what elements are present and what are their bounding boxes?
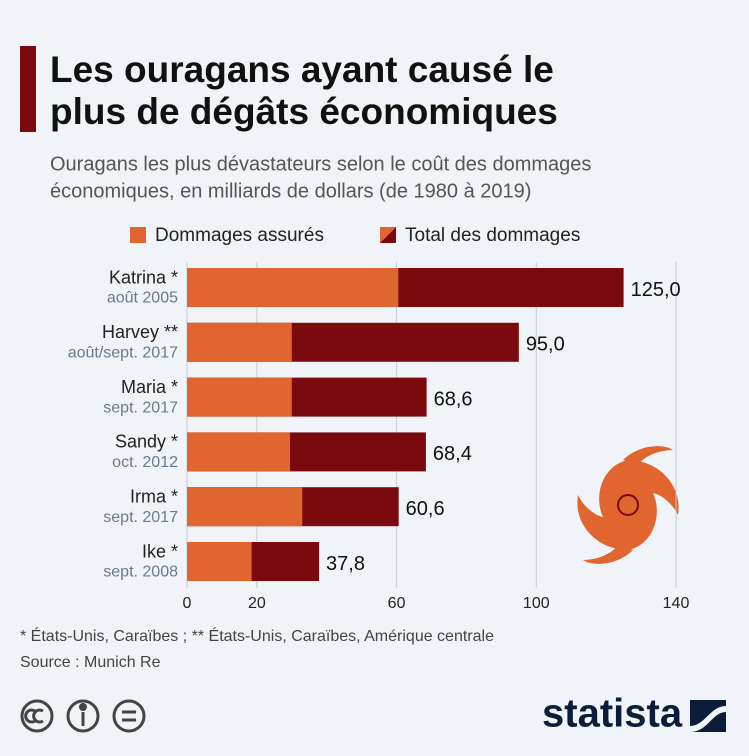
value-label: 68,4	[433, 443, 472, 465]
legend-swatch	[130, 227, 146, 243]
category-label: Irma *	[130, 486, 178, 506]
brand: statista	[542, 692, 683, 736]
x-tick-label: 140	[663, 595, 690, 612]
value-label: 95,0	[526, 334, 565, 356]
value-label: 125,0	[631, 279, 681, 301]
category-sublabel: sept. 2008	[103, 564, 178, 581]
bar	[187, 322, 292, 362]
chart-subtitle: Ouragans les plus dévastateurs selon le …	[50, 153, 591, 175]
chart-subtitle: économiques, en milliards de dollars (de…	[50, 180, 531, 202]
category-label: Katrina *	[109, 267, 178, 287]
title-accent	[20, 46, 36, 132]
category-sublabel: sept. 2017	[103, 399, 178, 416]
value-label: 68,6	[434, 388, 473, 410]
value-label: 37,8	[326, 553, 365, 575]
footnote: * États-Unis, Caraïbes ; ** États-Unis, …	[20, 626, 494, 645]
bar	[187, 542, 252, 581]
legend-swatch	[380, 227, 396, 243]
legend-label: Total des dommages	[405, 225, 580, 246]
category-label: Harvey **	[102, 322, 178, 342]
x-tick-label: 100	[523, 595, 550, 612]
x-tick-label: 20	[248, 595, 266, 612]
bar	[187, 268, 399, 307]
chart-title: Les ouragans ayant causé le	[50, 49, 554, 90]
bar	[187, 487, 303, 527]
legend-label: Dommages assurés	[155, 225, 324, 246]
x-tick-label: 0	[183, 595, 192, 612]
chart-title: plus de dégâts économiques	[50, 91, 558, 132]
category-sublabel: août/sept. 2017	[68, 345, 178, 362]
category-label: Maria *	[121, 377, 178, 397]
brand-mark	[690, 700, 726, 732]
source: Source : Munich Re	[20, 654, 161, 671]
x-tick-label: 60	[388, 595, 406, 612]
license-icons	[20, 699, 146, 733]
bar	[187, 432, 291, 472]
bar	[187, 377, 292, 417]
hurricane-icon	[577, 446, 679, 564]
category-sublabel: sept. 2017	[103, 509, 178, 526]
category-sublabel: oct. 2012	[112, 454, 178, 471]
value-label: 60,6	[406, 498, 445, 520]
category-label: Sandy *	[115, 432, 178, 452]
category-label: Ike *	[142, 541, 178, 561]
category-sublabel: août 2005	[107, 290, 178, 307]
